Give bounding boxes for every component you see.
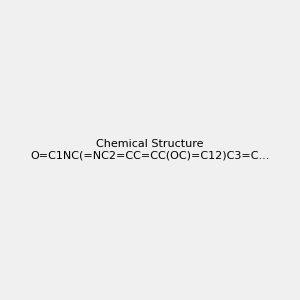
Text: Chemical Structure
O=C1NC(=NC2=CC=CC(OC)=C12)C3=C...: Chemical Structure O=C1NC(=NC2=CC=CC(OC)… [30,139,270,161]
